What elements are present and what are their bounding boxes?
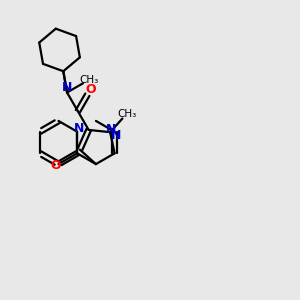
Text: N: N (74, 122, 84, 135)
Text: CH₃: CH₃ (79, 75, 98, 85)
Text: N: N (111, 129, 121, 142)
Text: CH₃: CH₃ (117, 109, 136, 118)
Text: O: O (50, 159, 61, 172)
Text: O: O (85, 83, 96, 96)
Text: N: N (62, 81, 72, 94)
Text: N: N (106, 123, 116, 136)
